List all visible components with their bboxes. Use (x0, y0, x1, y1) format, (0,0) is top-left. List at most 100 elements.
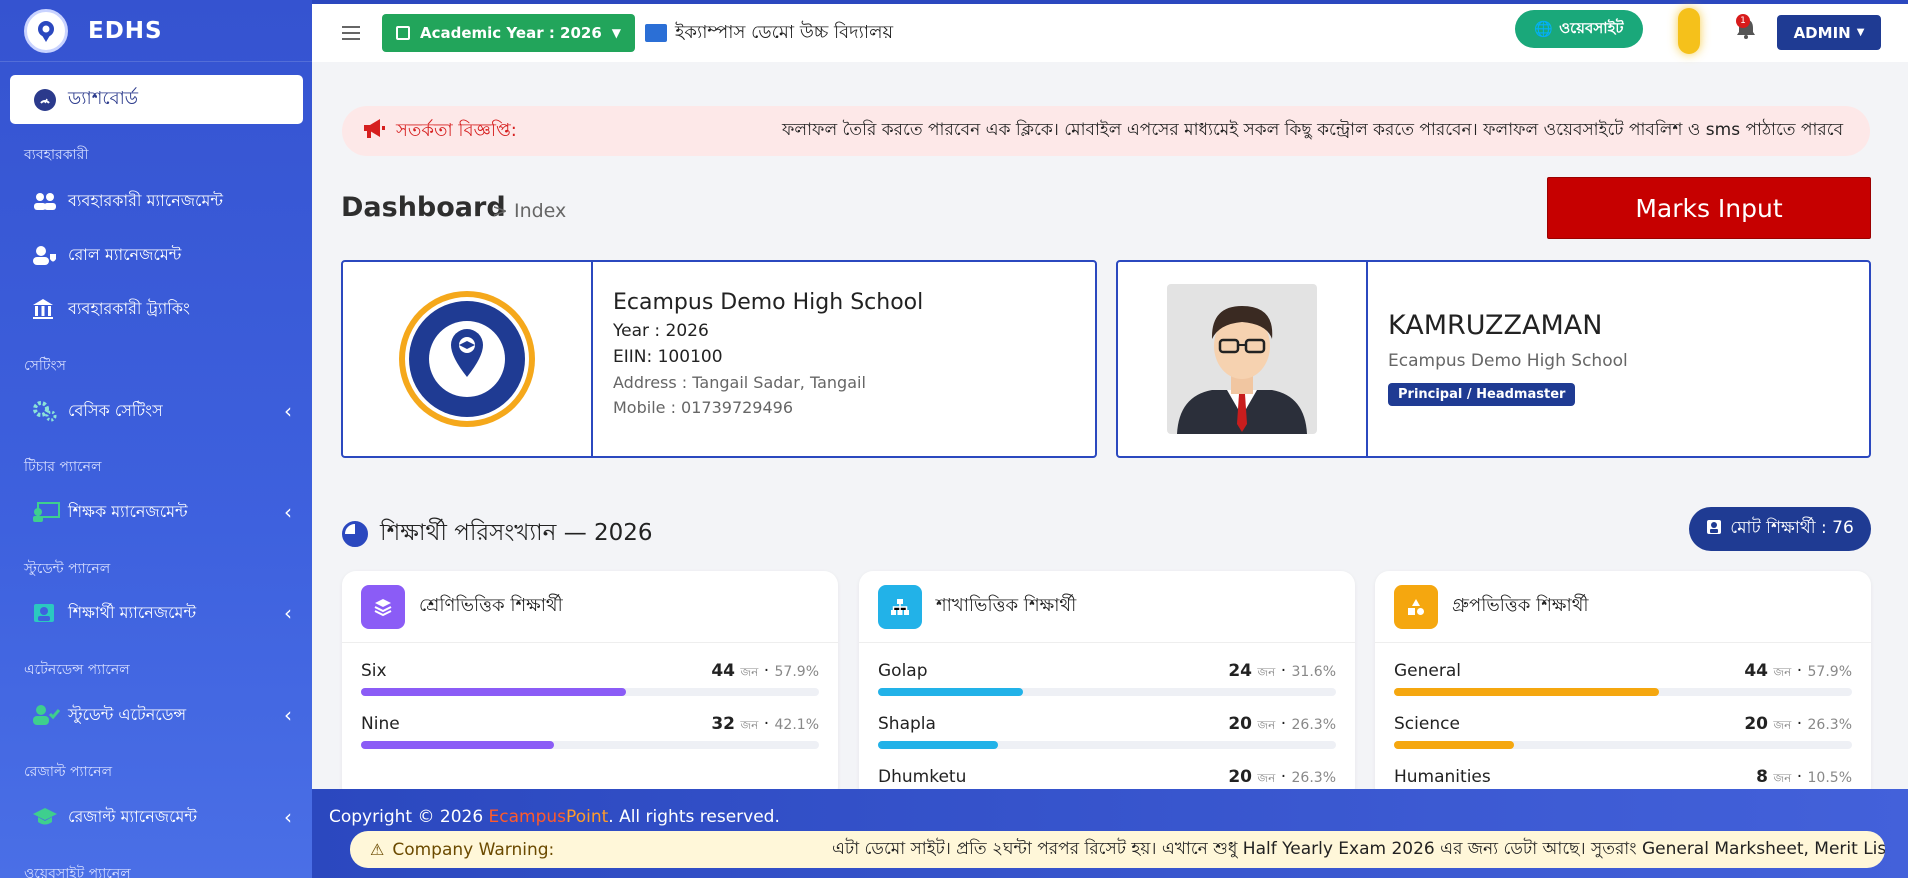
academic-year-dropdown[interactable]: Academic Year : 2026 ▼ (382, 14, 636, 52)
sidebar-item-student-management[interactable]: শিক্ষার্থী ম্যানেজমেন্ট ‹ (32, 598, 292, 628)
panel-title: শাখাভিত্তিক শিক্ষার্থী (936, 595, 1077, 616)
school-logo-area (343, 262, 593, 456)
caret-down-icon: ▼ (611, 26, 622, 40)
sidebar-section-label: এটেনডেন্স প্যানেল (24, 662, 130, 678)
school-name-header: ইক্যাম্পাস ডেমো উচ্চ বিদ্যালয় (645, 18, 893, 49)
website-label: ওয়েবসাইট (1559, 18, 1624, 37)
stat-label: Six (361, 661, 387, 681)
stat-count: 20 জন · 26.3% (1744, 714, 1852, 734)
student-icon (32, 602, 60, 624)
class-wise-panel: শ্রেণিভিত্তিক শিক্ষার্থী Six 44 জন · 57.… (342, 571, 838, 801)
stat-count: 32 জন · 42.1% (711, 714, 819, 734)
sidebar-item-user-tracking[interactable]: ব্যবহারকারী ট্র্যাকিং (32, 294, 292, 324)
sidebar-item-label: ব্যবহারকারী ম্যানেজমেন্ট (68, 190, 223, 210)
stat-bar-fill (1394, 688, 1660, 696)
student-icon (1706, 519, 1722, 540)
panel-title: গ্রুপভিত্তিক শিক্ষার্থী (1452, 595, 1589, 616)
stat-bar-fill (361, 741, 554, 749)
top-navbar: Academic Year : 2026 ▼ ইক্যাম্পাস ডেমো উ… (312, 0, 1908, 62)
panel-header: শ্রেণিভিত্তিক শিক্ষার্থী (342, 571, 838, 643)
shapes-icon (1394, 584, 1438, 629)
school-logo-icon (24, 8, 68, 53)
role-badge: Principal / Headmaster (1388, 383, 1576, 406)
company-warning-banner: ⚠ Company Warning: এটা ডেমো সাইট। প্রতি … (350, 831, 1885, 868)
stat-row: General 44 জন · 57.9% (1375, 643, 1871, 696)
total-students-label: মোট শিক্ষার্থী : 76 (1730, 518, 1854, 538)
stat-row: Golap 24 জন · 31.6% (859, 643, 1355, 696)
warning-icon: ⚠ (370, 840, 385, 859)
copyright-text: Copyright © 2026 EcampusPoint. All right… (329, 807, 780, 827)
stat-count: 44 জন · 57.9% (711, 661, 819, 681)
stat-bar (361, 688, 819, 696)
dashboard-icon (34, 88, 56, 111)
chevron-left-icon: ‹ (284, 601, 292, 625)
sidebar-item-student-attendance[interactable]: স্টুডেন্ট এটেনডেন্স ‹ (32, 700, 292, 730)
sidebar-item-basic-settings[interactable]: বেসিক সেটিংস ‹ (32, 396, 292, 426)
avatar (1167, 284, 1317, 434)
brand-title: EDHS (88, 17, 163, 44)
total-students-badge[interactable]: মোট শিক্ষার্থী : 76 (1689, 507, 1871, 551)
panel-header: গ্রুপভিত্তিক শিক্ষার্থী (1375, 571, 1871, 643)
marks-input-button[interactable]: Marks Input (1547, 177, 1871, 239)
academic-year-label: Academic Year : 2026 (420, 24, 602, 42)
sidebar-item-label: শিক্ষক ম্যানেজমেন্ট (68, 501, 188, 521)
stat-bar (1394, 741, 1852, 749)
school-mobile: Mobile : 01739729496 (613, 398, 794, 417)
cogs-icon (32, 400, 60, 422)
sidebar-item-result-management[interactable]: রেজাল্ট ম্যানেজমেন্ট ‹ (32, 802, 292, 832)
stat-bar-fill (361, 688, 627, 696)
stat-count: 44 জন · 57.9% (1744, 661, 1852, 681)
stat-bar-fill (878, 688, 1023, 696)
stat-bar (361, 741, 819, 749)
avatar-area (1118, 262, 1368, 456)
school-year: Year : 2026 (613, 321, 709, 341)
sidebar-item-label: শিক্ষার্থী ম্যানেজমেন্ট (68, 602, 197, 622)
sidebar-item-user-management[interactable]: ব্যবহারকারী ম্যানেজমেন্ট (32, 186, 292, 216)
breadcrumb: > Index (492, 200, 567, 222)
brand[interactable]: EDHS (0, 0, 312, 62)
stats-title: শিক্ষার্থী পরিসংখ্যান — 2026 (380, 520, 653, 546)
section-wise-panel: শাখাভিত্তিক শিক্ষার্থী Golap 24 জন · 31.… (859, 571, 1355, 801)
stats-heading: শিক্ষার্থী পরিসংখ্যান — 2026 (342, 514, 653, 553)
sidebar-item-label: স্টুডেন্ট এটেনডেন্স (68, 704, 187, 724)
chevron-left-icon: ‹ (284, 399, 292, 423)
users-icon (32, 191, 60, 211)
sidebar: EDHS ড্যাশবোর্ড ব্যবহারকারী ব্যবহারকারী … (0, 0, 312, 878)
megaphone-icon (362, 117, 386, 145)
stat-label: Dhumketu (878, 767, 967, 787)
calendar-icon (396, 26, 410, 40)
coin-icon[interactable] (1678, 8, 1700, 54)
user-shield-icon (32, 245, 60, 265)
sidebar-item-label: রোল ম্যানেজমেন্ট (68, 244, 182, 264)
sidebar-item-role-management[interactable]: রোল ম্যানেজমেন্ট (32, 240, 292, 270)
stat-count: 8 জন · 10.5% (1756, 767, 1852, 787)
sidebar-item-dashboard[interactable]: ড্যাশবোর্ড (10, 75, 303, 124)
stat-bar (1394, 688, 1852, 696)
school-building-icon (645, 24, 668, 42)
sidebar-section-label: টিচার প্যানেল (24, 459, 102, 475)
stat-label: Shapla (878, 714, 936, 734)
panel-header: শাখাভিত্তিক শিক্ষার্থী (859, 571, 1355, 643)
sidebar-item-label: ড্যাশবোর্ড (68, 88, 139, 109)
sidebar-item-teacher-management[interactable]: শিক্ষক ম্যানেজমেন্ট ‹ (32, 497, 292, 527)
admin-dropdown[interactable]: ADMIN ▼ (1777, 15, 1881, 50)
group-wise-panel: গ্রুপভিত্তিক শিক্ষার্থী General 44 জন · … (1375, 571, 1871, 801)
stat-bar (878, 741, 1336, 749)
chevron-left-icon: ‹ (284, 703, 292, 727)
sidebar-item-label: বেসিক সেটিংস (68, 400, 163, 420)
profile-name: KAMRUZZAMAN (1388, 310, 1603, 341)
sidebar-item-label: রেজাল্ট ম্যানেজমেন্ট (68, 806, 197, 826)
stat-row: Nine 32 জন · 42.1% (342, 696, 838, 749)
website-button[interactable]: 🌐 ওয়েবসাইট (1515, 10, 1643, 48)
sidebar-section-label: সেটিংস (24, 358, 66, 374)
school-name-text: ইক্যাম্পাস ডেমো উচ্চ বিদ্যালয় (675, 21, 894, 43)
menu-toggle-icon[interactable] (342, 26, 360, 40)
caret-down-icon: ▼ (1856, 27, 1865, 38)
stat-label: Golap (878, 661, 928, 681)
sidebar-section-label: রেজাল্ট প্যানেল (24, 764, 113, 780)
layers-icon (361, 584, 405, 629)
profile-card: KAMRUZZAMAN Ecampus Demo High School Pri… (1116, 260, 1871, 458)
sidebar-item-label: ব্যবহারকারী ট্র্যাকিং (68, 298, 190, 318)
building-icon (32, 298, 60, 320)
school-info-card: Ecampus Demo High School Year : 2026 EII… (341, 260, 1097, 458)
